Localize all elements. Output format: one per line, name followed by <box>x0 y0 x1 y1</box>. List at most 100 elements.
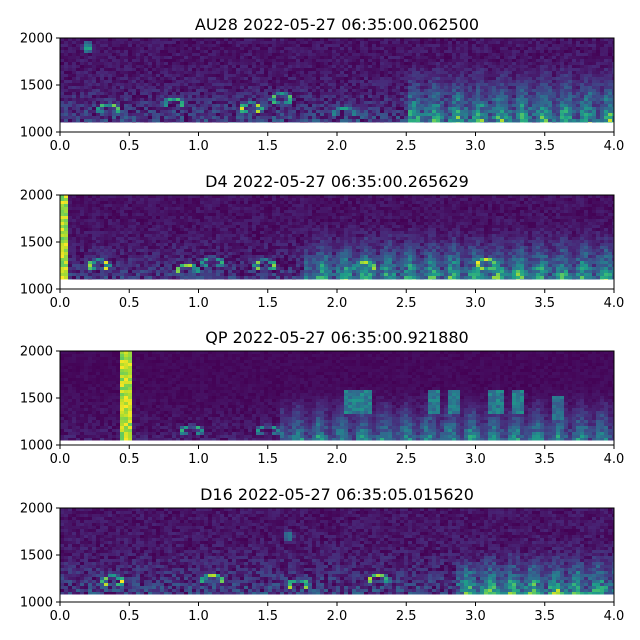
heatmap-cell <box>500 86 504 89</box>
heatmap-cell <box>404 104 408 107</box>
heatmap-cell <box>132 38 136 41</box>
heatmap-cell <box>60 104 64 107</box>
heatmap-cell <box>220 68 224 71</box>
heatmap-cell <box>240 98 244 101</box>
heatmap-cell <box>244 113 248 116</box>
heatmap-cell <box>580 71 584 74</box>
heatmap-cell <box>72 92 76 95</box>
heatmap-cell <box>456 50 460 53</box>
heatmap-cell <box>512 56 516 59</box>
heatmap-cell <box>560 101 564 104</box>
heatmap-cell <box>152 122 156 123</box>
heatmap-cell <box>92 213 96 216</box>
heatmap-cell <box>540 201 544 204</box>
heatmap-cell <box>584 204 588 207</box>
heatmap-cell <box>136 62 140 65</box>
heatmap-cell <box>204 195 208 198</box>
heatmap-cell <box>120 207 124 210</box>
heatmap-cell <box>312 116 316 119</box>
heatmap-cell <box>72 116 76 119</box>
heatmap-cell <box>72 201 76 204</box>
heatmap-cell <box>340 95 344 98</box>
heatmap-cell <box>340 122 344 123</box>
heatmap-cell <box>244 92 248 95</box>
heatmap-cell <box>308 74 312 77</box>
heatmap-cell <box>540 89 544 92</box>
heatmap-cell <box>456 47 460 50</box>
heatmap-cell <box>448 122 452 123</box>
heatmap-cell <box>136 86 140 89</box>
heatmap-cell <box>420 50 424 53</box>
heatmap-cell <box>84 50 88 53</box>
heatmap-cell <box>552 122 556 123</box>
heatmap-cell <box>352 80 356 83</box>
heatmap-cell <box>364 104 368 107</box>
heatmap-cell <box>388 204 392 207</box>
heatmap-cell <box>272 83 276 86</box>
heatmap-cell <box>420 213 424 216</box>
heatmap-cell <box>508 86 512 89</box>
heatmap-cell <box>608 122 612 123</box>
heatmap-cell <box>336 38 340 41</box>
heatmap-cell <box>136 65 140 68</box>
heatmap-cell <box>428 41 432 44</box>
heatmap-cell <box>452 104 456 107</box>
heatmap-cell <box>296 201 300 204</box>
heatmap-cell <box>476 116 480 119</box>
heatmap-cell <box>152 59 156 62</box>
heatmap-cell <box>612 207 614 210</box>
heatmap-cell <box>556 110 560 113</box>
heatmap-cell <box>516 113 520 116</box>
heatmap-cell <box>116 98 120 101</box>
heatmap-cell <box>516 80 520 83</box>
heatmap-cell <box>544 50 548 53</box>
heatmap-cell <box>432 198 436 201</box>
heatmap-cell <box>524 59 528 62</box>
heatmap-cell <box>160 95 164 98</box>
heatmap-cell <box>412 83 416 86</box>
heatmap-cell <box>108 68 112 71</box>
heatmap-cell <box>592 74 596 77</box>
heatmap-cell <box>360 104 364 107</box>
heatmap-cell <box>224 107 228 110</box>
heatmap-cell <box>428 59 432 62</box>
heatmap-cell <box>212 207 216 210</box>
heatmap-cell <box>408 198 412 201</box>
heatmap-cell <box>592 92 596 95</box>
heatmap-cell <box>364 44 368 47</box>
heatmap-cell <box>572 68 576 71</box>
heatmap-cell <box>176 62 180 65</box>
heatmap-cell <box>336 213 340 216</box>
heatmap-cell <box>248 77 252 80</box>
heatmap-cell <box>484 38 488 41</box>
heatmap-cell <box>60 71 64 74</box>
heatmap-cell <box>100 207 104 210</box>
heatmap-cell <box>200 89 204 92</box>
heatmap-cell <box>232 95 236 98</box>
heatmap-cell <box>468 68 472 71</box>
heatmap-cell <box>472 110 476 113</box>
heatmap-cell <box>600 50 604 53</box>
heatmap-cell <box>112 47 116 50</box>
heatmap-cell <box>504 71 508 74</box>
heatmap-cell <box>240 101 244 104</box>
heatmap-cell <box>512 116 516 119</box>
heatmap-cell <box>116 41 120 44</box>
heatmap-cell <box>412 119 416 122</box>
heatmap-cell <box>368 65 372 68</box>
heatmap-cell <box>128 92 132 95</box>
heatmap-cell <box>588 198 592 201</box>
heatmap-cell <box>224 74 228 77</box>
heatmap-cell <box>188 113 192 116</box>
heatmap-cell <box>108 47 112 50</box>
heatmap-cell <box>196 74 200 77</box>
heatmap-cell <box>164 92 168 95</box>
heatmap-cell <box>104 59 108 62</box>
heatmap-cell <box>276 122 280 123</box>
heatmap-cell <box>140 210 144 213</box>
heatmap-cell <box>216 59 220 62</box>
heatmap-cell <box>576 62 580 65</box>
heatmap-cell <box>308 68 312 71</box>
heatmap-cell <box>612 119 614 122</box>
heatmap-cell <box>136 122 140 123</box>
